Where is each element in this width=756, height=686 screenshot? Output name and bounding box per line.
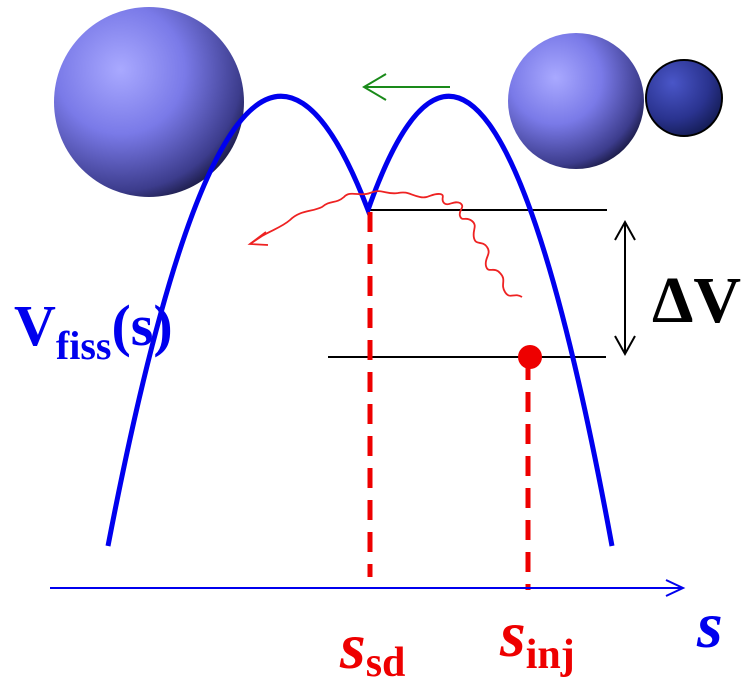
potential-label: Vfiss(s): [14, 293, 173, 368]
fusion-direction-arrow-icon: [362, 73, 450, 101]
delta-v-arrow-icon: [614, 219, 636, 357]
trajectory-path-icon: [247, 190, 523, 298]
axis-label: s: [696, 589, 723, 662]
saddle-label: ssd: [339, 610, 405, 686]
large-nucleus-icon: [54, 7, 244, 197]
delta-v-label: ΔV: [652, 264, 741, 337]
dinuclear-large-fragment-icon: [508, 33, 644, 169]
injection-point-marker: [518, 345, 542, 369]
injection-label: sinj: [499, 598, 575, 678]
fission-potential-curve: [105, 93, 615, 547]
s-axis: [50, 579, 686, 597]
dinuclear-small-fragment-icon: [645, 59, 723, 137]
